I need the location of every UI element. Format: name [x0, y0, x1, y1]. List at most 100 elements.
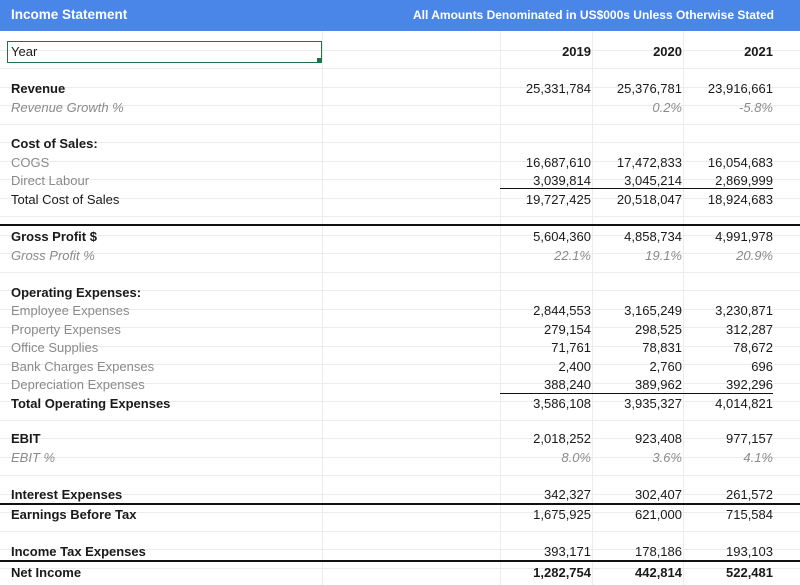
year-cell[interactable]: 2021	[744, 44, 773, 59]
value-cell[interactable]: 977,157	[726, 431, 773, 446]
value-cell[interactable]: 388,240	[544, 377, 591, 392]
row-label[interactable]: Property Expenses	[11, 321, 121, 337]
value-cell[interactable]: -5.8%	[739, 99, 773, 115]
value-cell[interactable]: 17,472,833	[616, 154, 682, 170]
value-cell[interactable]: 392,296	[726, 377, 773, 392]
row-label[interactable]: Earnings Before Tax	[11, 507, 137, 522]
row-label[interactable]: COGS	[11, 154, 50, 170]
row-label[interactable]: Net Income	[11, 564, 82, 580]
value-cell[interactable]: 22.1%	[554, 247, 591, 263]
fill-handle[interactable]	[317, 58, 322, 63]
value-cell[interactable]: 25,331,784	[525, 81, 591, 96]
value-cell[interactable]: 1,282,754	[533, 564, 591, 580]
row-gridline	[0, 49, 800, 51]
row-label[interactable]: EBIT	[11, 431, 41, 446]
value-cell[interactable]: 2,844,553	[533, 303, 591, 318]
value-cell[interactable]: 20.9%	[736, 247, 773, 263]
value-cell[interactable]: 389,962	[635, 377, 682, 392]
value-cell[interactable]: 1,675,925	[533, 507, 591, 522]
value-cell[interactable]: 25,376,781	[616, 81, 682, 96]
row-label[interactable]: Bank Charges Expenses	[11, 358, 155, 374]
value-cell[interactable]: 522,481	[726, 564, 773, 580]
year-cell[interactable]: 2019	[562, 44, 591, 59]
row-label[interactable]: Cost of Sales:	[11, 136, 98, 151]
row-label[interactable]: Employee Expenses	[11, 303, 130, 318]
value-cell[interactable]: 4.1%	[743, 449, 773, 465]
value-cell[interactable]: 923,408	[635, 431, 682, 446]
row-gridline	[0, 271, 800, 273]
value-cell[interactable]: 16,054,683	[707, 154, 773, 170]
value-cell[interactable]: 3,165,249	[624, 303, 682, 318]
row-gridline	[0, 382, 800, 384]
value-cell[interactable]: 19.1%	[645, 247, 682, 263]
row-gridline	[0, 567, 800, 569]
value-cell[interactable]: 8.0%	[561, 449, 591, 465]
row-label[interactable]: Operating Expenses:	[11, 284, 142, 300]
row-label[interactable]: Interest Expenses	[11, 486, 123, 502]
value-cell[interactable]: 23,916,661	[707, 81, 773, 96]
row-label[interactable]: EBIT %	[11, 449, 56, 465]
total-opex-row: Total Operating Expenses 3,586,108 3,935…	[0, 394, 800, 412]
row-label[interactable]: Income Tax Expenses	[11, 543, 146, 559]
row-gridline	[0, 160, 800, 162]
units-note: All Amounts Denominated in US$000s Unles…	[413, 8, 774, 22]
row-label[interactable]: Direct Labour	[11, 173, 90, 188]
value-cell[interactable]: 193,103	[726, 543, 773, 559]
row-label[interactable]: Gross Profit $	[11, 229, 97, 244]
row-label[interactable]: Total Operating Expenses	[11, 395, 171, 411]
value-cell[interactable]: 279,154	[544, 321, 591, 337]
value-cell[interactable]: 442,814	[635, 564, 682, 580]
value-cell[interactable]: 2,018,252	[533, 431, 591, 446]
value-cell[interactable]: 261,572	[726, 486, 773, 502]
row-label[interactable]: Gross Profit %	[11, 247, 95, 263]
value-cell[interactable]: 3,586,108	[533, 395, 591, 411]
value-cell[interactable]: 78,831	[642, 340, 682, 355]
interest-row: Interest Expenses 342,327 302,407 261,57…	[0, 485, 800, 503]
year-cell[interactable]: 2020	[653, 44, 682, 59]
year-label[interactable]: Year	[11, 44, 38, 59]
value-cell[interactable]: 3,230,871	[715, 303, 773, 318]
value-cell[interactable]: 4,858,734	[624, 229, 682, 244]
value-cell[interactable]: 696	[751, 358, 773, 374]
selected-cell[interactable]	[7, 41, 322, 63]
value-cell[interactable]: 20,518,047	[616, 191, 682, 207]
value-cell[interactable]: 0.2%	[652, 99, 682, 115]
value-cell[interactable]: 3.6%	[652, 449, 682, 465]
depreciation-row: Depreciation Expenses 388,240 389,962 39…	[0, 375, 800, 393]
row-label[interactable]: Revenue Growth %	[11, 99, 124, 115]
value-cell[interactable]: 3,039,814	[533, 173, 591, 188]
value-cell[interactable]: 312,287	[726, 321, 773, 337]
value-cell[interactable]: 19,727,425	[525, 191, 591, 207]
row-gridline	[0, 68, 800, 69]
value-cell[interactable]: 4,991,978	[715, 229, 773, 244]
ebt-row: Earnings Before Tax 1,675,925 621,000 71…	[0, 505, 800, 523]
value-cell[interactable]: 2,760	[649, 358, 682, 374]
value-cell[interactable]: 4,014,821	[715, 395, 773, 411]
value-cell[interactable]: 298,525	[635, 321, 682, 337]
value-cell[interactable]: 393,171	[544, 543, 591, 559]
value-cell[interactable]: 2,400	[558, 358, 591, 374]
value-cell[interactable]: 342,327	[544, 486, 591, 502]
value-cell[interactable]: 3,935,327	[624, 395, 682, 411]
row-label[interactable]: Office Supplies	[11, 340, 99, 355]
value-cell[interactable]: 2,869,999	[715, 173, 773, 188]
value-cell[interactable]: 16,687,610	[525, 154, 591, 170]
value-cell[interactable]: 621,000	[635, 507, 682, 522]
row-label[interactable]: Depreciation Expenses	[11, 377, 145, 392]
value-cell[interactable]: 3,045,214	[624, 173, 682, 188]
row-gridline	[0, 364, 800, 365]
value-cell[interactable]: 78,672	[733, 340, 773, 355]
value-cell[interactable]: 71,761	[551, 340, 591, 355]
row-gridline	[0, 290, 800, 291]
value-cell[interactable]: 5,604,360	[533, 229, 591, 244]
net-income-row: Net Income 1,282,754 442,814 522,481	[0, 563, 800, 581]
row-gridline	[0, 456, 800, 458]
value-cell[interactable]: 178,186	[635, 543, 682, 559]
value-cell[interactable]: 18,924,683	[707, 191, 773, 207]
value-cell[interactable]: 302,407	[635, 486, 682, 502]
row-label[interactable]: Revenue	[11, 81, 66, 96]
row-label[interactable]: Total Cost of Sales	[11, 191, 120, 207]
value-cell[interactable]: 715,584	[726, 507, 773, 522]
row-gridline	[0, 308, 800, 310]
cost-of-sales-heading: Cost of Sales:	[0, 134, 800, 152]
